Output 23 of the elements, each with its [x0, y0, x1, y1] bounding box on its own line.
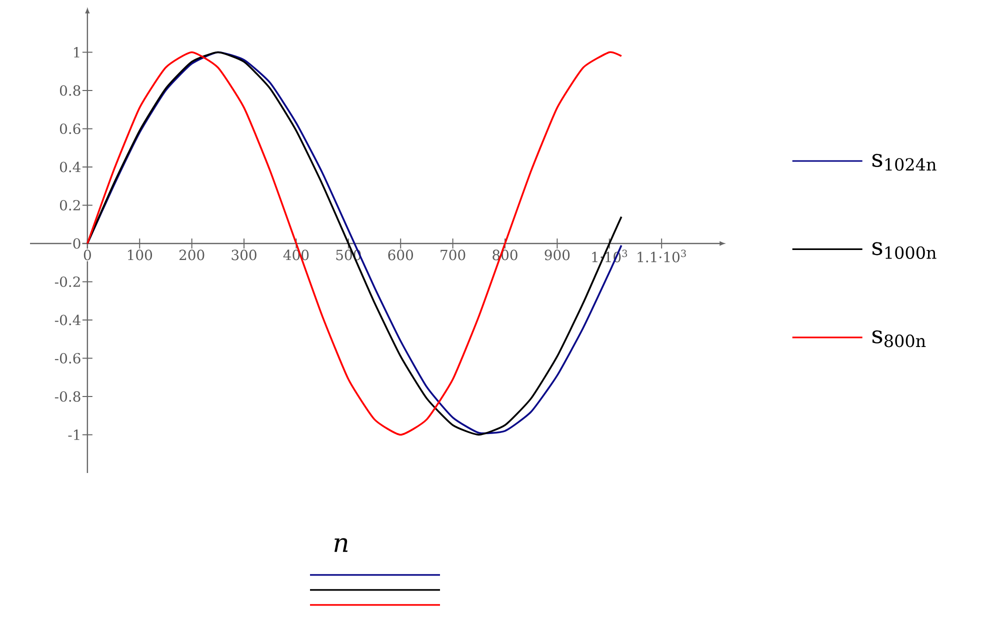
y-tick-label: -0.4 [54, 314, 81, 326]
x-tick-label: 600 [388, 250, 413, 260]
legend-label: s$_{1024n}$ [872, 154, 936, 171]
y-tick-label: 0.6 [60, 123, 80, 134]
legend-label: s$_{800n}$ [872, 330, 926, 348]
y-tick-label: 0.8 [60, 85, 80, 96]
x-tick-label: 100 [128, 250, 152, 260]
x-tick-label: 200 [179, 250, 204, 260]
y-tick-label: 0.2 [60, 200, 80, 211]
x-tick-label: 700 [440, 250, 466, 260]
x-axis-title: n [334, 538, 348, 552]
y-tick-label: -0.6 [54, 352, 80, 364]
y-tick-label: 0 [73, 238, 80, 249]
x-tick-label: 0 [84, 250, 91, 260]
y-tick-label: -0.2 [54, 276, 80, 288]
y-tick-label: 0.4 [60, 162, 81, 172]
y-tick-label: -0.8 [54, 391, 80, 402]
x-tick-label: 1.1·10$^{3}$ [638, 250, 686, 262]
y-tick-label: 1 [74, 47, 80, 58]
y-tick-label: -1 [68, 430, 80, 440]
x-tick-label: 900 [544, 250, 570, 260]
legend-label: s$_{1000n}$ [872, 242, 936, 259]
x-tick-label: 300 [232, 250, 256, 260]
